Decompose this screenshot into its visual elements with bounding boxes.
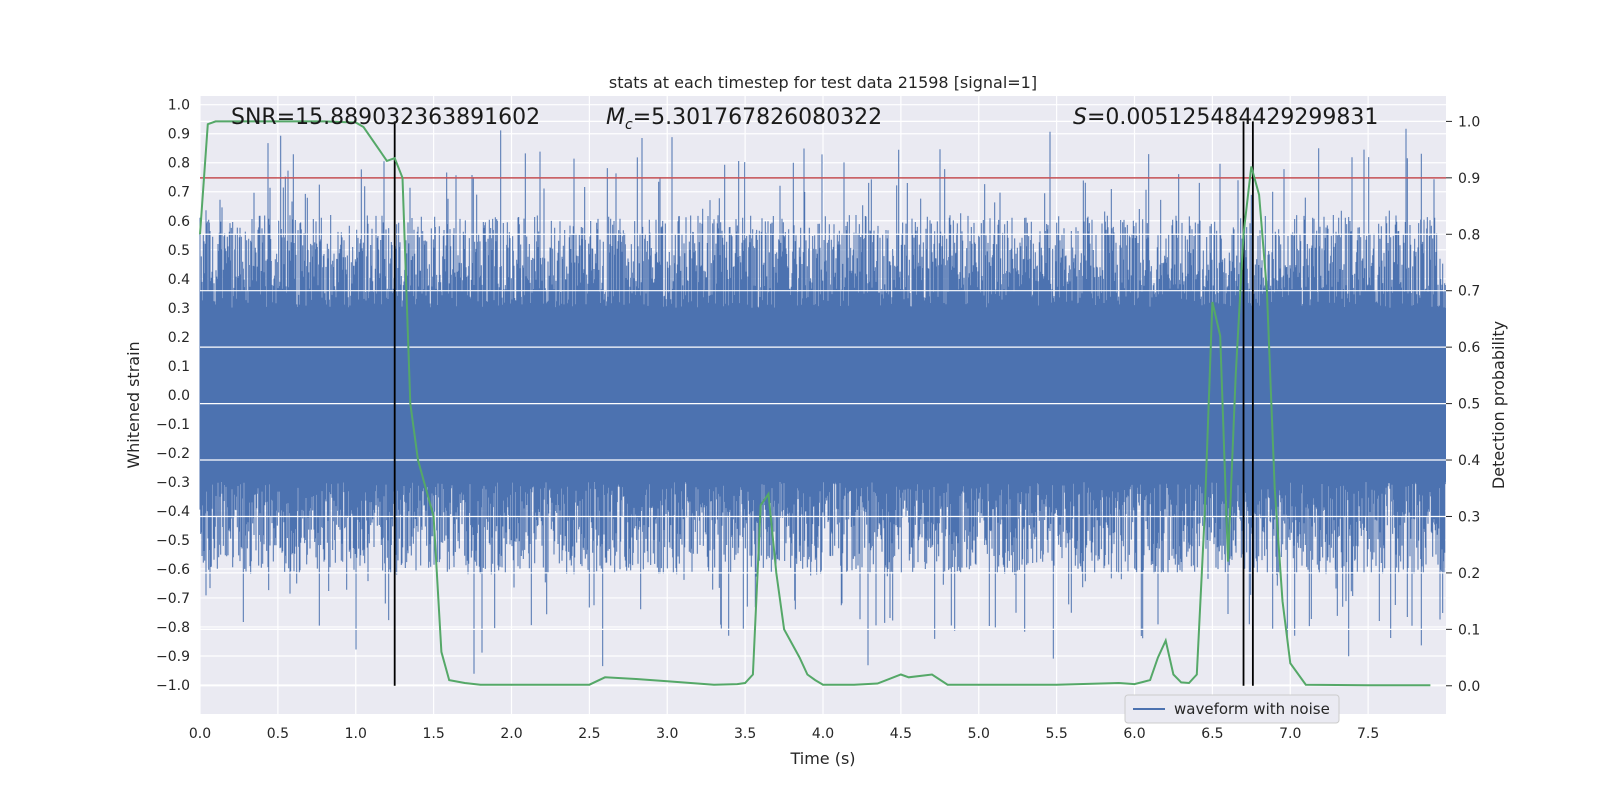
probability-line xyxy=(199,120,1431,687)
probability-series xyxy=(199,120,1431,687)
vertical-markers xyxy=(393,121,1254,686)
right-y-tick-label: 0.2 xyxy=(1458,566,1480,582)
x-tick-label: 1.5 xyxy=(422,726,444,742)
left-y-tick-label: 0.8 xyxy=(168,156,190,172)
right-y-tick-label: 0.9 xyxy=(1458,171,1480,187)
x-tick-label: 1.0 xyxy=(345,726,367,742)
left-y-axis-label: Whitened strain xyxy=(124,341,143,468)
right-y-tick-label: 0.7 xyxy=(1458,284,1480,300)
left-y-tick-label: 0.1 xyxy=(168,359,190,375)
legend-box xyxy=(1124,694,1340,724)
x-axis-ticks: 0.0 0.5 1.0 1.5 2.0 2.5 3.0 3.5 4.0 4.5 5.0 5.5 6.0 6… xyxy=(189,726,1379,742)
x-tick-label: 4.5 xyxy=(890,726,912,742)
left-y-tick-label: −1.0 xyxy=(156,678,190,694)
right-y-tick-label: 0.8 xyxy=(1458,227,1480,243)
x-tick-label: 2.5 xyxy=(578,726,600,742)
x-tick-label: 7.5 xyxy=(1357,726,1379,742)
left-y-tick-label: 0.6 xyxy=(168,214,190,230)
left-y-tick-label: 0.0 xyxy=(168,388,190,404)
waveform-line xyxy=(199,128,1446,674)
s-value: =0.005125484429299831 xyxy=(1087,105,1378,130)
left-y-tick-label: −0.1 xyxy=(156,417,190,433)
left-y-tick-label: −0.5 xyxy=(156,533,190,549)
chirp-mass-subscript: c xyxy=(625,117,633,133)
chirp-mass-symbol: M xyxy=(606,105,625,130)
right-y-axis-label: Detection probability xyxy=(1489,321,1508,489)
left-y-tick-label: 0.5 xyxy=(168,243,190,259)
right-y-tick-label: 0.0 xyxy=(1458,679,1480,695)
left-y-axis-ticks: 1.0 0.9 0.8 0.7 0.6 0.5 0.4 0.3 0.2 0.1 0.0 −0.1 −0.… xyxy=(156,98,190,694)
left-y-tick-label: 1.0 xyxy=(168,98,190,114)
left-y-tick-label: 0.2 xyxy=(168,330,190,346)
left-y-tick-label: 0.7 xyxy=(168,185,190,201)
right-y-tick-label: 0.4 xyxy=(1458,453,1480,469)
right-y-tick-label: 0.5 xyxy=(1458,397,1480,413)
legend-label: waveform with noise xyxy=(1174,700,1330,718)
s-annotation: S=0.005125484429299831 xyxy=(1073,105,1378,130)
left-y-tick-label: 0.3 xyxy=(168,301,190,317)
x-tick-label: 6.0 xyxy=(1123,726,1145,742)
left-y-tick-label: −0.6 xyxy=(156,562,190,578)
right-y-tick-label: 1.0 xyxy=(1458,114,1480,130)
right-y-tick-label: 0.1 xyxy=(1458,622,1480,638)
x-tick-label: 3.0 xyxy=(656,726,678,742)
right-y-tick-label: 0.3 xyxy=(1458,509,1480,525)
x-tick-label: 2.0 xyxy=(500,726,522,742)
left-y-tick-label: 0.9 xyxy=(168,127,190,143)
right-y-tick-label: 0.6 xyxy=(1458,340,1480,356)
left-y-tick-label: −0.3 xyxy=(156,475,190,491)
left-y-tick-label: −0.9 xyxy=(156,649,190,665)
x-tick-label: 4.0 xyxy=(812,726,834,742)
snr-annotation: SNR=15.889032363891602 xyxy=(231,105,540,130)
left-y-tick-label: −0.8 xyxy=(156,620,190,636)
chirp-mass-value: =5.301767826080322 xyxy=(633,105,882,130)
legend: waveform with noise xyxy=(1124,694,1340,724)
x-tick-label: 3.5 xyxy=(734,726,756,742)
right-y-axis-ticks: 1.0 0.9 0.8 0.7 0.6 0.5 0.4 0.3 0.2 0.1 0.0 xyxy=(1446,114,1480,695)
x-tick-label: 5.5 xyxy=(1045,726,1067,742)
left-y-tick-label: 0.4 xyxy=(168,272,190,288)
chirp-mass-annotation: Mc=5.301767826080322 xyxy=(606,105,882,133)
chart-title: stats at each timestep for test data 215… xyxy=(609,73,1037,92)
x-tick-label: 0.5 xyxy=(267,726,289,742)
left-y-tick-label: −0.7 xyxy=(156,591,190,607)
s-symbol: S xyxy=(1073,105,1087,130)
x-axis-label: Time (s) xyxy=(789,749,855,768)
x-tick-label: 6.5 xyxy=(1201,726,1223,742)
x-tick-label: 0.0 xyxy=(189,726,211,742)
left-y-tick-label: −0.2 xyxy=(156,446,190,462)
x-tick-label: 7.0 xyxy=(1279,726,1301,742)
left-y-tick-label: −0.4 xyxy=(156,504,190,520)
x-tick-label: 5.0 xyxy=(968,726,990,742)
